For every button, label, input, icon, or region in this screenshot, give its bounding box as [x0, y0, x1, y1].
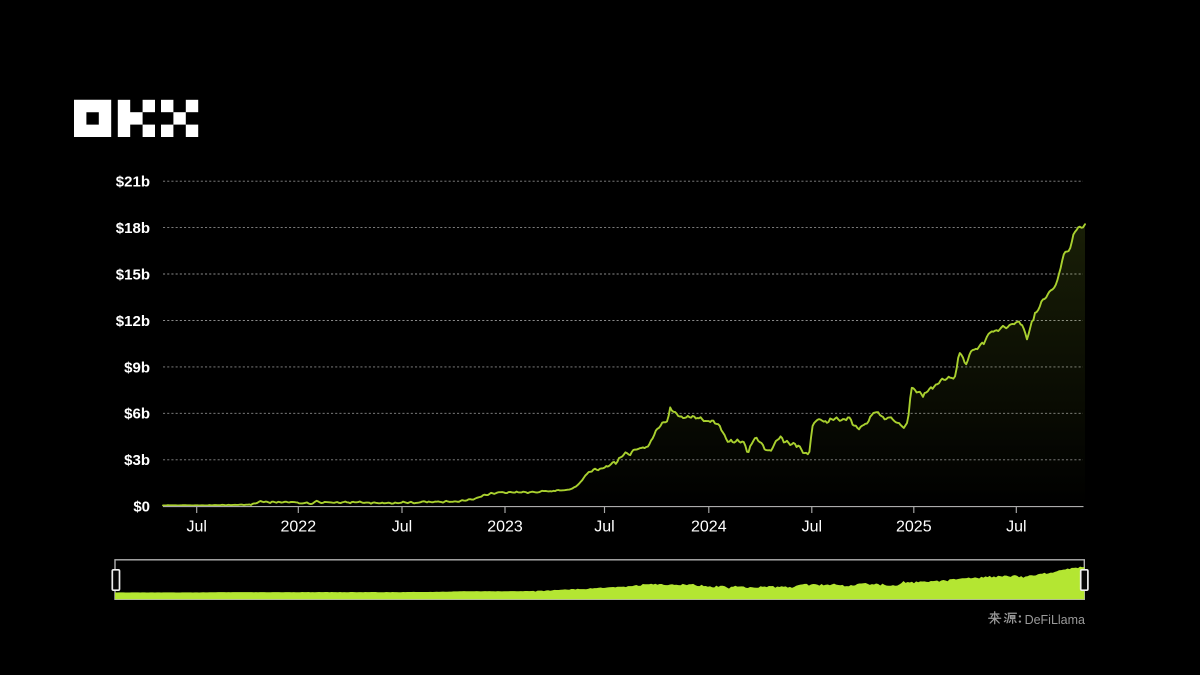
svg-text:$9b: $9b [124, 359, 150, 376]
svg-text:Jul: Jul [392, 519, 412, 536]
svg-text:2025: 2025 [896, 519, 932, 536]
svg-text:2024: 2024 [691, 519, 727, 536]
svg-text:Jul: Jul [186, 519, 206, 536]
svg-text:$3b: $3b [124, 452, 150, 469]
svg-text:$21b: $21b [116, 174, 150, 191]
svg-text:$6b: $6b [124, 406, 150, 423]
svg-text:Jul: Jul [594, 519, 614, 536]
svg-text:Jul: Jul [1006, 519, 1026, 536]
svg-text:2022: 2022 [281, 519, 317, 536]
svg-text:$18b: $18b [116, 220, 150, 237]
svg-text:$12b: $12b [116, 313, 150, 330]
svg-text:$15b: $15b [116, 266, 150, 283]
svg-text:Jul: Jul [802, 519, 822, 536]
svg-text:2023: 2023 [487, 519, 523, 536]
svg-text:DeFiLlama: DeFiLlama [1025, 613, 1085, 627]
svg-text:$0: $0 [133, 499, 150, 516]
